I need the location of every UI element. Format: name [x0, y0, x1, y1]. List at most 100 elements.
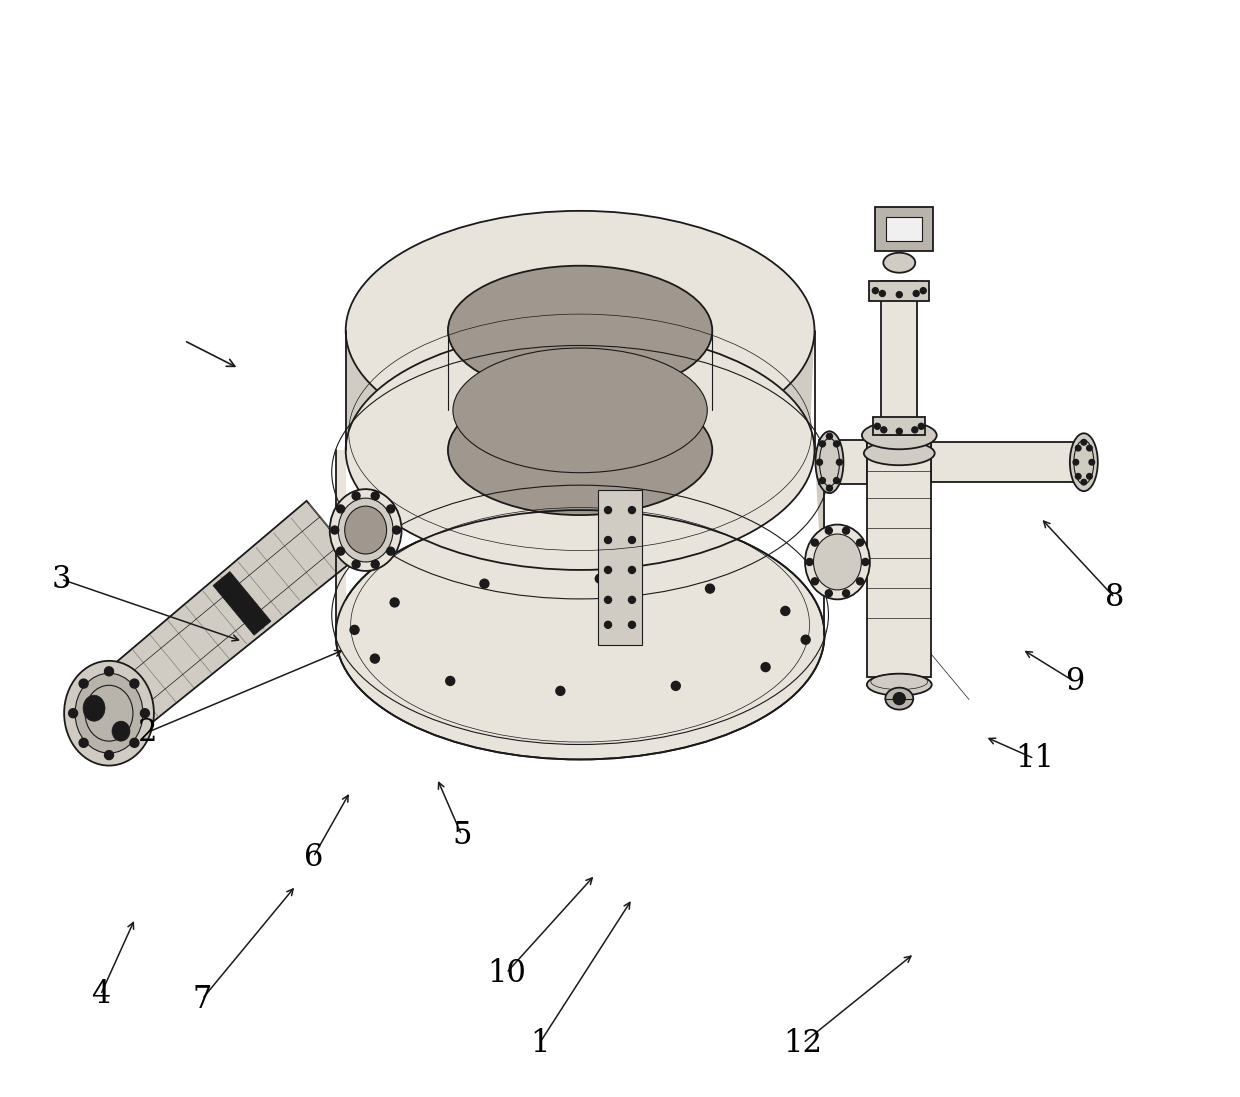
Ellipse shape [867, 674, 931, 695]
Ellipse shape [64, 660, 154, 766]
Circle shape [79, 679, 88, 688]
Text: 4: 4 [91, 980, 110, 1010]
Circle shape [1073, 460, 1079, 465]
Text: 1: 1 [529, 1028, 549, 1059]
Circle shape [1086, 445, 1092, 451]
Text: 9: 9 [1065, 667, 1085, 698]
Circle shape [811, 539, 818, 546]
Text: 11: 11 [1014, 743, 1054, 774]
Circle shape [893, 692, 905, 704]
Circle shape [605, 566, 611, 574]
Circle shape [1086, 474, 1092, 479]
Text: 3: 3 [51, 564, 71, 595]
Circle shape [605, 597, 611, 603]
Text: 7: 7 [192, 984, 212, 1015]
Ellipse shape [805, 524, 870, 599]
Circle shape [913, 291, 919, 296]
Polygon shape [336, 450, 346, 630]
Ellipse shape [453, 348, 707, 473]
Circle shape [629, 566, 635, 574]
Polygon shape [873, 417, 925, 436]
Circle shape [352, 491, 360, 500]
Circle shape [857, 578, 863, 585]
Ellipse shape [816, 431, 843, 494]
Circle shape [130, 679, 139, 688]
Circle shape [911, 427, 918, 433]
Text: 5: 5 [451, 819, 471, 850]
Polygon shape [869, 281, 929, 301]
Circle shape [79, 738, 88, 747]
Text: 8: 8 [1105, 583, 1125, 613]
Circle shape [605, 536, 611, 543]
Polygon shape [931, 442, 1084, 483]
Text: 2: 2 [138, 716, 157, 748]
Circle shape [140, 709, 149, 717]
Ellipse shape [339, 498, 393, 562]
Ellipse shape [83, 695, 105, 721]
Circle shape [68, 709, 78, 717]
Circle shape [857, 539, 863, 546]
Ellipse shape [345, 506, 387, 554]
Circle shape [806, 558, 813, 565]
Text: 6: 6 [304, 841, 322, 872]
Circle shape [605, 507, 611, 513]
Polygon shape [598, 490, 642, 645]
Circle shape [1089, 460, 1095, 465]
Circle shape [827, 433, 832, 439]
Ellipse shape [813, 534, 862, 590]
Circle shape [480, 579, 489, 588]
Ellipse shape [346, 211, 815, 450]
Circle shape [445, 677, 455, 686]
Circle shape [352, 561, 360, 568]
Circle shape [843, 590, 849, 597]
Circle shape [336, 505, 345, 513]
Circle shape [862, 558, 869, 565]
Ellipse shape [862, 421, 936, 450]
Polygon shape [887, 217, 923, 240]
Ellipse shape [112, 721, 130, 742]
Ellipse shape [76, 674, 143, 754]
Circle shape [826, 528, 832, 534]
Text: 12: 12 [784, 1028, 822, 1059]
Circle shape [873, 287, 878, 294]
Circle shape [1081, 440, 1086, 445]
Polygon shape [346, 330, 449, 450]
Ellipse shape [1070, 433, 1097, 491]
Circle shape [880, 427, 887, 433]
Circle shape [843, 528, 849, 534]
Circle shape [706, 584, 714, 593]
Circle shape [920, 287, 926, 294]
Circle shape [874, 423, 880, 429]
Circle shape [837, 460, 842, 465]
Circle shape [811, 578, 818, 585]
Circle shape [350, 625, 360, 634]
Polygon shape [882, 281, 918, 436]
Circle shape [331, 527, 339, 534]
Polygon shape [820, 440, 867, 484]
Circle shape [897, 428, 903, 434]
Ellipse shape [346, 330, 815, 570]
Polygon shape [815, 450, 825, 630]
Circle shape [391, 598, 399, 607]
Ellipse shape [864, 441, 935, 465]
Polygon shape [213, 572, 272, 635]
Circle shape [371, 491, 379, 500]
Circle shape [556, 687, 565, 695]
Circle shape [393, 527, 401, 534]
Circle shape [833, 441, 839, 446]
Polygon shape [867, 443, 931, 677]
Circle shape [820, 477, 826, 484]
Circle shape [761, 663, 770, 671]
Circle shape [820, 441, 826, 446]
Circle shape [629, 597, 635, 603]
Polygon shape [79, 501, 355, 746]
Circle shape [879, 291, 885, 296]
Circle shape [671, 681, 681, 690]
Ellipse shape [885, 688, 913, 710]
Circle shape [371, 561, 379, 568]
Circle shape [781, 607, 790, 615]
Circle shape [629, 536, 635, 543]
Circle shape [629, 621, 635, 629]
Circle shape [801, 635, 810, 644]
Circle shape [336, 547, 345, 555]
